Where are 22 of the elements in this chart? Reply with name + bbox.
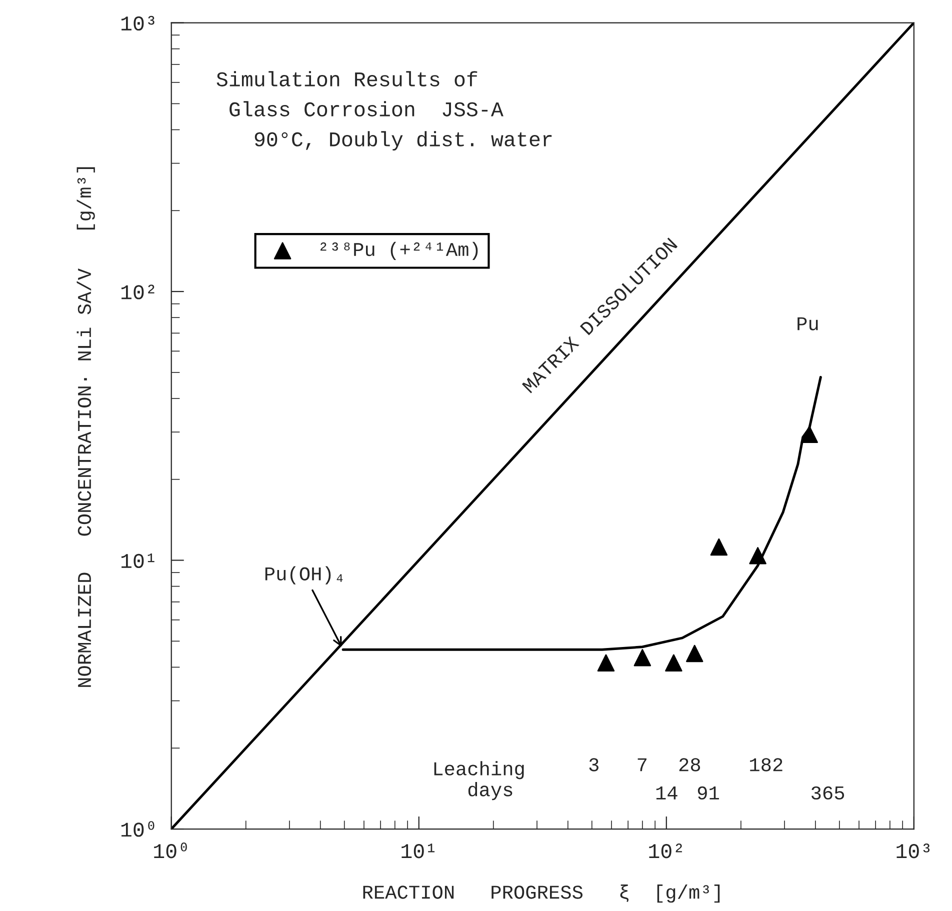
- x-tick-label: 10¹: [402, 844, 435, 858]
- annotation: 365: [811, 786, 844, 800]
- y-tick-label: 10¹: [121, 553, 154, 568]
- x-tick-label: 10⁰: [154, 842, 187, 858]
- legend-label: ²³⁸Pu (+²⁴¹Am): [320, 242, 478, 260]
- text: Simulation Results of Glass Corrosion JSS-A 90°C, Doubly dist. water: [216, 71, 552, 151]
- annotation: 182: [750, 758, 782, 772]
- annotation: 28: [679, 758, 700, 772]
- annotation: 14: [656, 786, 678, 800]
- annotation: 7: [638, 758, 646, 772]
- y-tick-label: 10²: [121, 284, 154, 300]
- y-axis-title: NORMALIZED CONCENTRATION· NLi SA/V [g/m³]: [76, 167, 95, 687]
- annotation: Pu: [798, 317, 818, 330]
- x-axis-title: REACTION PROGRESS ξ [g/m³]: [363, 884, 720, 903]
- x-tick-label: 10²: [649, 844, 682, 858]
- y-tick-label: 10⁰: [121, 821, 154, 837]
- y-tick-label: 10³: [121, 16, 154, 31]
- annotation: 3: [589, 758, 598, 772]
- annotation: 91: [698, 786, 719, 800]
- x-tick-label: 10³: [896, 844, 930, 858]
- annotation: Leaching days: [434, 761, 524, 800]
- annotation: Pu(OH)₄: [265, 566, 343, 584]
